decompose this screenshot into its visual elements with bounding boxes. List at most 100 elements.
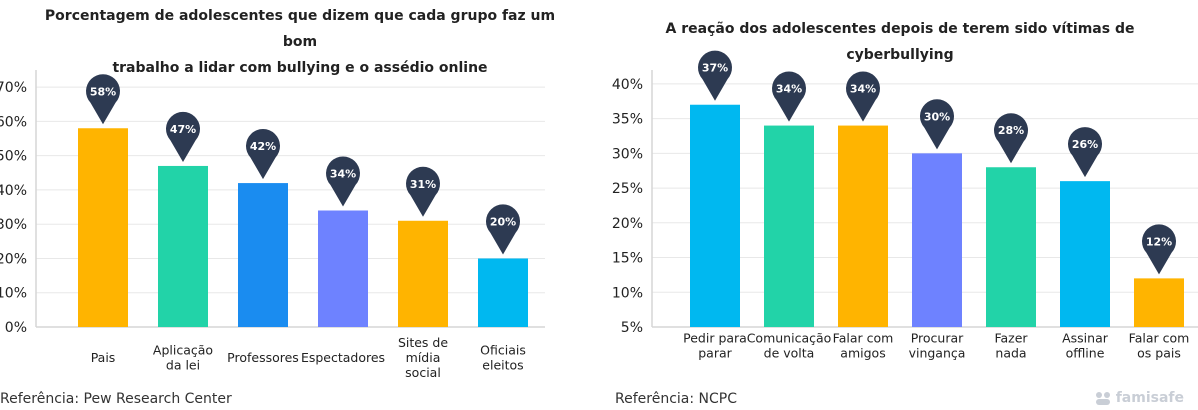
- famisafe-logo-icon: [1095, 392, 1110, 405]
- chart-2-data-label-pin: 28%: [994, 113, 1028, 164]
- chart-1-data-label-pin: 42%: [246, 129, 280, 180]
- chart-2-title-line-1: A reação dos adolescentes depois de tere…: [665, 21, 1135, 63]
- chart-2-category-label-line: Assinar: [1062, 331, 1109, 346]
- chart-1-category-label-line: da lei: [166, 358, 200, 373]
- chart-1-y-tick-label: 0%: [5, 320, 27, 336]
- chart-2-bar: [764, 125, 814, 327]
- chart-2-category-label: Pedir para parar: [683, 331, 747, 361]
- chart-2-bar: [912, 153, 962, 327]
- chart-1-category-label-line: Pais: [91, 350, 116, 365]
- chart-1-data-label: 42%: [250, 140, 276, 153]
- chart-2-data-label-pin: 30%: [920, 99, 954, 150]
- chart-2-y-tick-label: 10%: [612, 285, 643, 301]
- chart-1-data-label-pin: 31%: [406, 166, 440, 217]
- chart-2-data-label-pin: 34%: [846, 71, 880, 122]
- chart-2-data-label: 34%: [850, 83, 876, 96]
- chart-2-data-label: 34%: [776, 83, 802, 96]
- chart-2-category-label: Assinar offline: [1062, 331, 1109, 361]
- chart-2-bar: [838, 125, 888, 327]
- chart-2-reference: Referência: NCPC: [615, 391, 737, 407]
- chart-1-y-tick-label: 30%: [0, 217, 27, 233]
- chart-2-category-label: Falar com os pais: [1129, 331, 1190, 361]
- chart-1-category-label-line: Sites de: [398, 335, 448, 350]
- chart-2-data-label-pin: 34%: [772, 71, 806, 122]
- chart-2-category-label-line: amigos: [840, 346, 885, 361]
- chart-1-data-label: 20%: [490, 215, 516, 228]
- famisafe-logo-text: famisafe: [1115, 390, 1184, 406]
- chart-1-pin-shape: [406, 166, 440, 217]
- chart-1-category-label: Espectadores: [301, 350, 385, 365]
- chart-2-category-label-line: Comunicação: [747, 331, 832, 346]
- chart-2-data-label: 37%: [702, 62, 728, 75]
- chart-2-y-tick-label: 5%: [621, 320, 643, 336]
- chart-1-pin-shape: [246, 129, 280, 180]
- chart-2-bar: [986, 167, 1036, 327]
- chart-2-y-tick-label: 40%: [612, 77, 643, 93]
- chart-1-bar: [398, 220, 448, 327]
- chart-1-title-line-1: Porcentagem de adolescentes que dizem qu…: [44, 8, 556, 50]
- chart-2-data-label: 28%: [998, 124, 1024, 137]
- chart-2-data-label: 26%: [1072, 138, 1098, 151]
- chart-2-category-label-line: Falar com: [1129, 331, 1190, 346]
- chart-1-y-tick-label: 60%: [0, 114, 27, 130]
- chart-2-category-label-line: Procurar: [911, 331, 964, 346]
- chart-1-category-label: Aplicação da lei: [153, 343, 213, 373]
- chart-1-category-label: Pais: [91, 350, 116, 365]
- chart-1-category-label: Sites de mídia social: [398, 335, 448, 380]
- chart-1-bar: [478, 258, 528, 327]
- chart-1-category-label-line: Espectadores: [301, 350, 385, 365]
- chart-1-data-label-pin: 58%: [86, 74, 120, 125]
- chart-1-title: Porcentagem de adolescentes que dizem qu…: [30, 3, 570, 81]
- chart-2-category-label-line: Pedir para: [683, 331, 747, 346]
- chart-2-category-label-line: os pais: [1137, 346, 1181, 361]
- chart-2-bar: [690, 104, 740, 327]
- chart-2-pin-shape: [772, 71, 806, 122]
- chart-2-category-label: Fazer nada: [994, 331, 1028, 361]
- chart-2-category-label: Procurar vingança: [909, 331, 966, 361]
- chart-2-category-label: Falar com amigos: [833, 331, 894, 361]
- chart-2-y-tick-label: 25%: [612, 181, 643, 197]
- chart-1-category-label-line: Professores: [227, 350, 299, 365]
- chart-2-pin-shape: [1141, 224, 1176, 275]
- famisafe-logo: famisafe: [1094, 390, 1184, 406]
- chart-2-category-label-line: parar: [698, 346, 732, 361]
- chart-2-data-label-pin: 37%: [697, 50, 732, 101]
- chart-1-bar: [78, 128, 128, 327]
- chart-2-category-label-line: nada: [995, 346, 1026, 361]
- chart-1-category-label: Professores: [227, 350, 299, 365]
- chart-2-category-label-line: Falar com: [833, 331, 894, 346]
- chart-1-y-tick-label: 50%: [0, 149, 27, 165]
- chart-1-data-label-pin: 34%: [326, 156, 360, 207]
- chart-1-category-label-line: Oficiais: [480, 343, 526, 358]
- chart-2-category-label: Comunicação de volta: [747, 331, 832, 361]
- chart-1-y-tick-label: 70%: [0, 80, 27, 96]
- chart-2-bar: [1060, 181, 1110, 327]
- chart-1-pin-shape: [486, 204, 521, 255]
- chart-2-data-label-pin: 26%: [1068, 127, 1102, 178]
- chart-1-category-label: Oficiais eleitos: [480, 343, 526, 373]
- chart-2-category-label-line: vingança: [909, 346, 966, 361]
- chart-1-y-tick-label: 20%: [0, 251, 27, 267]
- chart-2-category-label-line: offline: [1066, 346, 1105, 361]
- chart-1-bar: [238, 183, 288, 327]
- chart-1-pin-shape: [326, 156, 360, 207]
- chart-2-data-label-pin: 12%: [1141, 224, 1176, 275]
- chart-1-category-label-line: eleitos: [482, 358, 523, 373]
- chart-1-y-tick-label: 40%: [0, 183, 27, 199]
- chart-2-category-label-line: Fazer: [994, 331, 1028, 346]
- chart-2-y-tick-label: 15%: [612, 251, 643, 267]
- chart-1-y-tick-label: 10%: [0, 286, 27, 302]
- chart-2-data-label: 12%: [1146, 235, 1172, 248]
- chart-1-bar: [158, 165, 208, 327]
- chart-2-pin-shape: [994, 113, 1028, 164]
- chart-1-data-label: 34%: [330, 167, 356, 180]
- chart-2-data-label: 30%: [924, 110, 950, 123]
- chart-2-pin-shape: [920, 99, 954, 150]
- chart-1-data-label: 31%: [410, 178, 436, 191]
- chart-2-pin-shape: [846, 71, 880, 122]
- chart-1-category-label-line: social: [405, 365, 441, 380]
- chart-2-title: A reação dos adolescentes depois de tere…: [620, 16, 1180, 68]
- chart-1-data-label: 47%: [170, 123, 196, 136]
- chart-1-data-label-pin: 47%: [166, 111, 200, 162]
